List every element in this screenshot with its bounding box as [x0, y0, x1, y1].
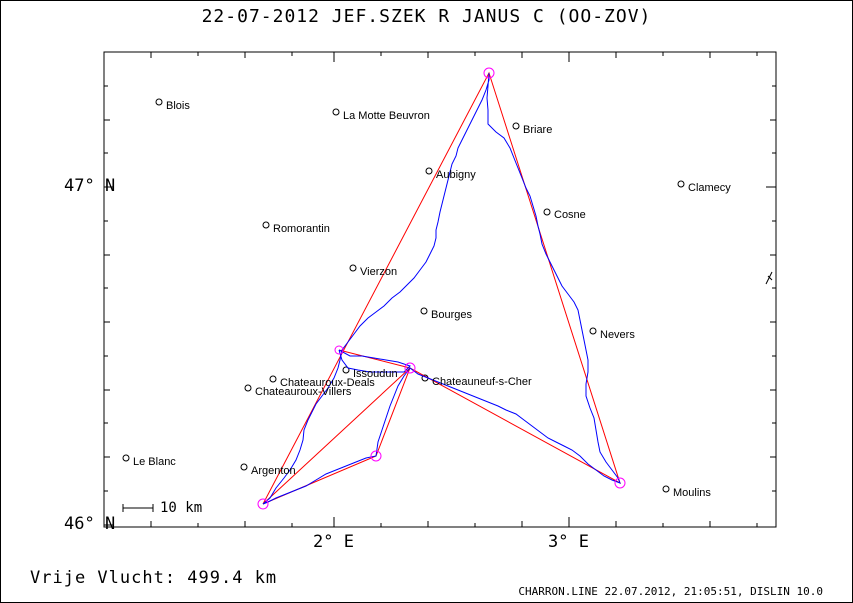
city-label: Chateauroux-Deals — [280, 377, 375, 389]
turnpoints — [257, 67, 626, 510]
north-marker-icon — [765, 271, 773, 285]
city-marker — [512, 122, 520, 130]
turnpoint — [257, 498, 269, 510]
task-route-inner — [262, 349, 411, 505]
city-marker — [543, 208, 551, 216]
city-label: Briare — [523, 124, 553, 136]
y-ticks-left — [104, 85, 114, 526]
city-label: Chateauroux-Villers — [255, 386, 352, 398]
city-marker — [349, 264, 357, 272]
city-label: Le Blanc — [133, 456, 176, 468]
city-marker — [342, 366, 350, 374]
city-marker — [122, 454, 130, 462]
city-label: Aubigny — [436, 169, 476, 181]
flight-title: 22-07-2012 JEF.SZEK R JANUS C (OO-ZOV) — [201, 6, 652, 27]
scale-bar-icon — [122, 504, 154, 512]
city-label: Vierzon — [360, 266, 398, 278]
city-marker — [262, 221, 270, 229]
flight-track — [262, 72, 621, 505]
turnpoint — [334, 345, 344, 355]
city-label: Cosne — [554, 209, 586, 221]
city-marker — [662, 485, 670, 493]
city-label: Moulins — [673, 487, 711, 499]
scale-label: 10 km — [160, 500, 203, 516]
city-marker — [155, 98, 163, 106]
city-label: Romorantin — [273, 223, 330, 235]
city-marker — [425, 167, 433, 175]
plot-box — [103, 51, 777, 528]
city-label: Nevers — [600, 329, 635, 341]
y-label-46: 46° N — [64, 514, 116, 534]
turnpoint — [614, 477, 626, 489]
city-label: Argenton — [251, 465, 296, 477]
x-label-3e: 3° E — [548, 532, 589, 552]
city-label: Issoudun — [353, 368, 398, 380]
credit-line: CHARRON.LINE 22.07.2012, 21:05:51, DISLI… — [518, 585, 823, 598]
city-marker — [677, 180, 685, 188]
city-marker — [589, 327, 597, 335]
city-marker — [240, 463, 248, 471]
city-label: La Motte Beuvron — [343, 110, 430, 122]
flight-track-loop — [338, 349, 411, 373]
city-marker — [332, 108, 340, 116]
free-flight-distance: Vrije Vlucht: 499.4 km — [30, 568, 278, 588]
city-markers — [122, 98, 685, 493]
city-marker — [269, 375, 277, 383]
x-ticks-bottom — [150, 517, 758, 527]
turnpoint — [370, 450, 382, 462]
city-marker — [420, 307, 428, 315]
y-label-47: 47° N — [64, 176, 116, 196]
city-label: Clamecy — [688, 182, 731, 194]
city-label: Blois — [166, 100, 190, 112]
x-label-2e: 2° E — [313, 532, 354, 552]
x-ticks-top — [150, 52, 758, 62]
turnpoint — [404, 362, 416, 374]
city-label: Bourges — [431, 309, 472, 321]
city-label: Chateauneuf-s-Cher — [432, 376, 532, 388]
turnpoint — [483, 67, 495, 79]
y-ticks-right — [766, 85, 776, 492]
task-route — [262, 71, 621, 505]
city-marker — [244, 384, 252, 392]
